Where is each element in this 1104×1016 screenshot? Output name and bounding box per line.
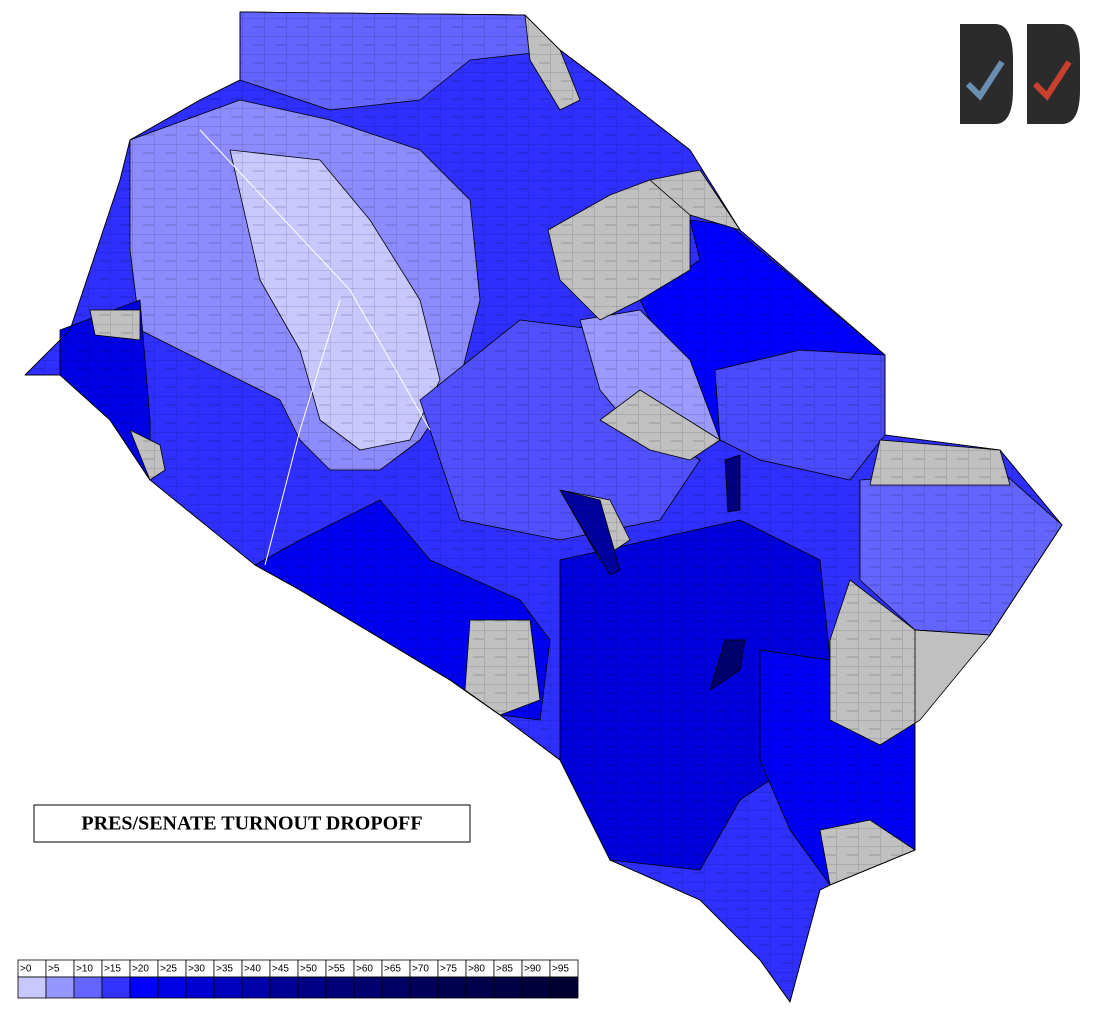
road (264, 299, 341, 566)
legend-label: >10 (76, 964, 93, 975)
legend-label: >45 (272, 964, 289, 975)
legend-swatch (185, 976, 215, 999)
legend-swatch (101, 976, 131, 999)
legend-swatch (297, 976, 327, 999)
legend-swatch (73, 976, 103, 999)
legend-swatch (521, 976, 551, 999)
legend-swatch (437, 976, 467, 999)
legend-label: >95 (552, 964, 569, 975)
logo-check (1032, 60, 1072, 101)
legend: >0 >5 >10 >15 >20 >25 >30 >35 >40 >45 >50 >55 >60 >65… (17, 959, 579, 999)
legend-label: >20 (132, 964, 149, 975)
legend-label: >75 (440, 964, 457, 975)
title-box (33, 804, 471, 843)
legend-swatch (129, 976, 159, 999)
legend-swatch (213, 976, 243, 999)
legend-swatch (549, 976, 579, 999)
legend-label: >70 (412, 964, 429, 975)
legend-label: >50 (300, 964, 317, 975)
legend-swatch (157, 976, 187, 999)
legend-label: >0 (20, 964, 32, 975)
logo-check (965, 60, 1005, 101)
legend-label: >85 (496, 964, 513, 975)
legend-label: >15 (104, 964, 121, 975)
legend-label: >25 (160, 964, 177, 975)
legend-swatch (269, 976, 299, 999)
legend-swatch (381, 976, 411, 999)
legend-swatch (45, 976, 75, 999)
legend-swatch (325, 976, 355, 999)
legend-swatch (17, 976, 47, 999)
legend-label: >55 (328, 964, 345, 975)
legend-label: >30 (188, 964, 205, 975)
legend-swatch (353, 976, 383, 999)
road (199, 129, 431, 431)
legend-label: >90 (524, 964, 541, 975)
legend-swatch (241, 976, 271, 999)
map-title: PRES/SENATE TURNOUT DROPOFF (81, 813, 422, 835)
legend-label: >65 (384, 964, 401, 975)
logo (960, 24, 1013, 124)
legend-swatch (409, 976, 439, 999)
legend-label: >35 (216, 964, 233, 975)
legend-label: >60 (356, 964, 373, 975)
legend-swatch (493, 976, 523, 999)
logo (1027, 24, 1080, 124)
legend-label: >80 (468, 964, 485, 975)
legend-swatch (465, 976, 495, 999)
precinct-lines (24, 11, 1063, 1003)
legend-label: >5 (48, 964, 60, 975)
legend-label: >40 (244, 964, 261, 975)
